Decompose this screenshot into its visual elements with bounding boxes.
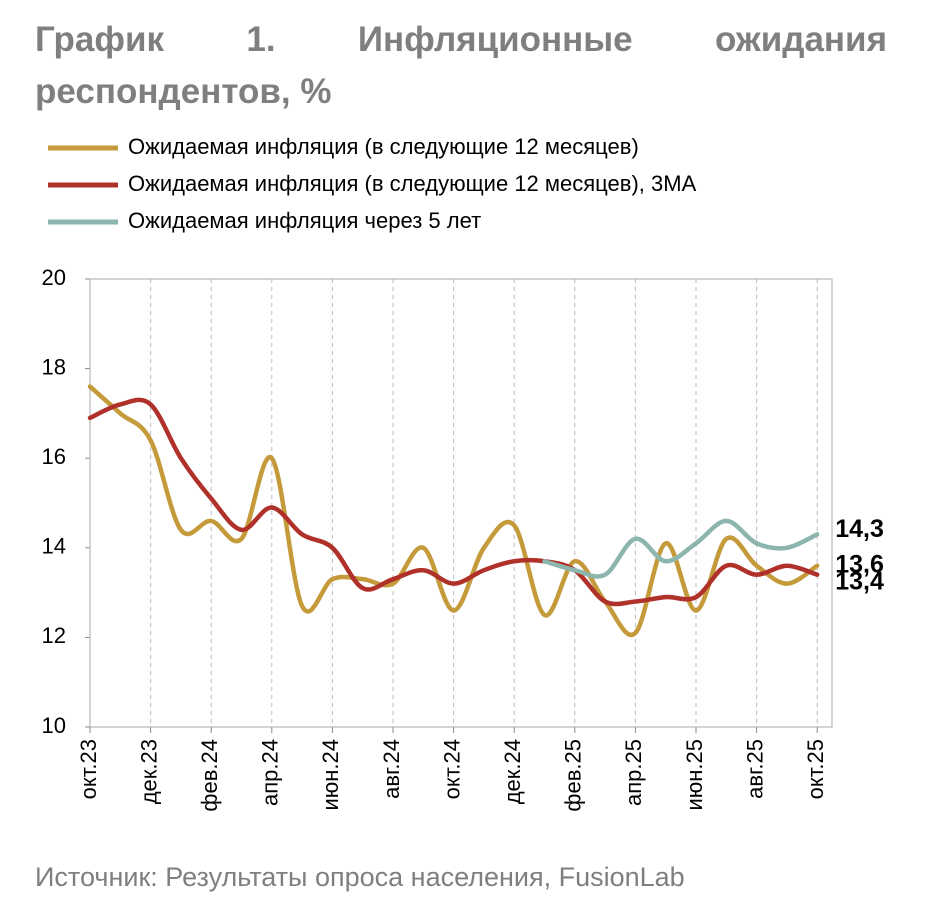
- x-tick-label: апр.25: [621, 739, 646, 806]
- x-tick-label: авг.25: [742, 739, 767, 799]
- x-tick-label: дек.24: [500, 739, 525, 804]
- x-tick-label: июн.24: [318, 739, 343, 811]
- chart-title: График 1. Инфляционные ожидания респонде…: [35, 20, 887, 111]
- legend-label: Ожидаемая инфляция (в следующие 12 месяц…: [128, 134, 639, 159]
- series-line: [542, 518, 820, 579]
- y-tick-label: 10: [42, 713, 66, 738]
- source-note: Источник: Результаты опроса населения, F…: [35, 862, 685, 892]
- value-label: 14,3: [835, 515, 884, 543]
- value-label: 13,6: [835, 550, 884, 578]
- y-tick-label: 12: [42, 623, 66, 648]
- legend-label: Ожидаемая инфляция через 5 лет: [128, 208, 481, 233]
- y-tick-label: 20: [42, 265, 66, 290]
- plot-frame: [89, 278, 833, 728]
- x-tick-label: окт.25: [803, 739, 828, 799]
- value-label: 13,4: [835, 567, 884, 595]
- x-tick-label: апр.24: [258, 739, 283, 806]
- x-tick-label: дек.23: [136, 739, 161, 804]
- legend-label: Ожидаемая инфляция (в следующие 12 месяц…: [128, 171, 697, 196]
- x-tick-label: окт.24: [439, 739, 464, 799]
- y-tick-label: 16: [42, 444, 66, 469]
- x-tick-label: авг.24: [379, 739, 404, 799]
- series-line: [87, 397, 820, 607]
- x-tick-label: фев.24: [197, 739, 222, 812]
- x-tick-label: окт.23: [76, 739, 101, 799]
- series-line: [87, 384, 820, 638]
- x-tick-label: июн.25: [682, 739, 707, 811]
- x-tick-label: фев.25: [561, 739, 586, 812]
- y-tick-label: 14: [42, 534, 66, 559]
- y-tick-label: 18: [42, 354, 66, 379]
